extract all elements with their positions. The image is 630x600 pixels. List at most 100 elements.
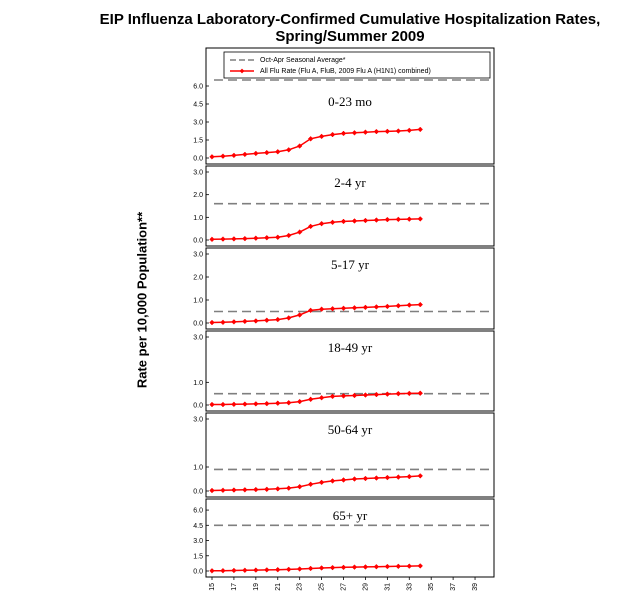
- panel-label: 5-17 yr: [331, 257, 370, 272]
- panel-label: 50-64 yr: [328, 422, 373, 437]
- data-point: [275, 316, 281, 323]
- x-tick-label: 31: [384, 583, 391, 591]
- data-point: [351, 476, 358, 482]
- data-point: [209, 319, 215, 326]
- data-point: [340, 130, 347, 137]
- data-point: [351, 305, 358, 311]
- y-tick-label: 1.0: [193, 380, 203, 387]
- y-tick-label: 3.0: [193, 120, 203, 127]
- data-point: [307, 481, 314, 488]
- data-point: [373, 128, 380, 135]
- data-point: [253, 235, 259, 241]
- data-point: [329, 478, 336, 484]
- data-point: [318, 565, 325, 571]
- y-tick-label: 3.0: [193, 170, 203, 177]
- data-point: [275, 234, 281, 241]
- y-tick-label: 1.0: [193, 465, 203, 472]
- y-tick-label: 3.0: [193, 335, 203, 342]
- panel-5-17-yr: 0.0 1.0 2.0 3.0 5-17 yr: [193, 247, 495, 330]
- data-point: [242, 487, 248, 493]
- y-tick-label: 0.0: [193, 403, 203, 410]
- data-point: [384, 303, 391, 310]
- x-tick-label: 23: [297, 583, 304, 591]
- data-point: [296, 566, 303, 572]
- data-point: [340, 393, 347, 399]
- data-point: [296, 229, 303, 235]
- data-point: [395, 128, 402, 134]
- data-point: [231, 236, 237, 242]
- y-tick-label: 0.0: [193, 569, 203, 576]
- panel-2-4-yr: 0.0 1.0 2.0 3.0 2-4 yr: [193, 165, 495, 247]
- data-point: [242, 151, 248, 158]
- data-point: [329, 393, 336, 400]
- data-point: [373, 475, 380, 481]
- data-point: [209, 236, 215, 243]
- y-tick-label: 4.5: [193, 523, 203, 530]
- y-tick-label: 4.5: [193, 102, 203, 109]
- x-tick-label: 35: [428, 583, 435, 591]
- x-tick-label: 21: [275, 583, 282, 591]
- data-point: [242, 567, 248, 574]
- data-point: [264, 486, 270, 493]
- panel-label: 2-4 yr: [334, 175, 366, 190]
- data-point: [264, 234, 270, 241]
- data-point: [362, 475, 369, 482]
- data-point: [318, 220, 325, 227]
- panel-label: 0-23 mo: [328, 94, 372, 109]
- data-point: [406, 473, 413, 480]
- data-point: [406, 127, 413, 134]
- data-point: [307, 136, 314, 142]
- data-point: [351, 218, 358, 224]
- data-point: [329, 219, 336, 226]
- data-point: [253, 486, 259, 493]
- data-point: [384, 128, 391, 135]
- x-tick-label: 25: [319, 583, 326, 591]
- data-point: [395, 390, 402, 397]
- panel-frame: [205, 330, 495, 412]
- y-tick-label: 0.0: [193, 238, 203, 245]
- panel-frame: [205, 47, 495, 165]
- y-tick-label: 1.0: [193, 215, 203, 222]
- panel-18-49-yr: 0.0 1.0 3.0 18-49 yr: [193, 330, 495, 412]
- y-tick-label: 6.0: [193, 84, 203, 91]
- data-point: [307, 223, 314, 230]
- y-tick-label: 2.0: [193, 275, 203, 282]
- legend-flu-label: All Flu Rate (Flu A, FluB, 2009 Flu A (H…: [260, 68, 431, 75]
- data-point: [417, 216, 423, 222]
- y-tick-label: 3.0: [193, 538, 203, 545]
- data-point: [362, 304, 369, 311]
- data-point: [340, 218, 347, 225]
- x-tick-label: 19: [253, 583, 260, 591]
- data-point: [329, 131, 336, 138]
- data-point: [209, 401, 215, 408]
- data-point: [384, 391, 391, 397]
- data-point: [318, 479, 325, 486]
- data-point: [264, 400, 270, 407]
- y-tick-label: 1.5: [193, 553, 203, 560]
- data-point: [417, 390, 423, 396]
- data-point: [285, 485, 292, 491]
- y-tick-label: 0.0: [193, 156, 203, 163]
- data-point: [275, 400, 281, 406]
- data-point: [285, 315, 292, 321]
- legend-box: [223, 51, 491, 79]
- data-point: [362, 564, 369, 570]
- legend: Oct-Apr Seasonal Average* All Flu Rate (F…: [223, 51, 491, 79]
- data-point: [351, 130, 358, 136]
- panel-frame: [205, 412, 495, 498]
- data-point: [395, 216, 402, 223]
- data-point: [242, 235, 248, 242]
- x-axis: 15 17 19 21 23 25 27 29 31 33 35 37 39: [209, 577, 479, 591]
- data-point: [395, 474, 402, 480]
- data-point: [209, 154, 215, 160]
- data-point: [384, 216, 391, 223]
- data-point: [296, 143, 303, 149]
- legend-flu-marker: [239, 68, 245, 74]
- data-point: [406, 563, 413, 569]
- data-point: [220, 319, 226, 326]
- data-point: [384, 563, 391, 570]
- data-point: [275, 486, 281, 492]
- data-point: [351, 392, 358, 399]
- data-point: [307, 565, 314, 572]
- data-point: [296, 483, 303, 490]
